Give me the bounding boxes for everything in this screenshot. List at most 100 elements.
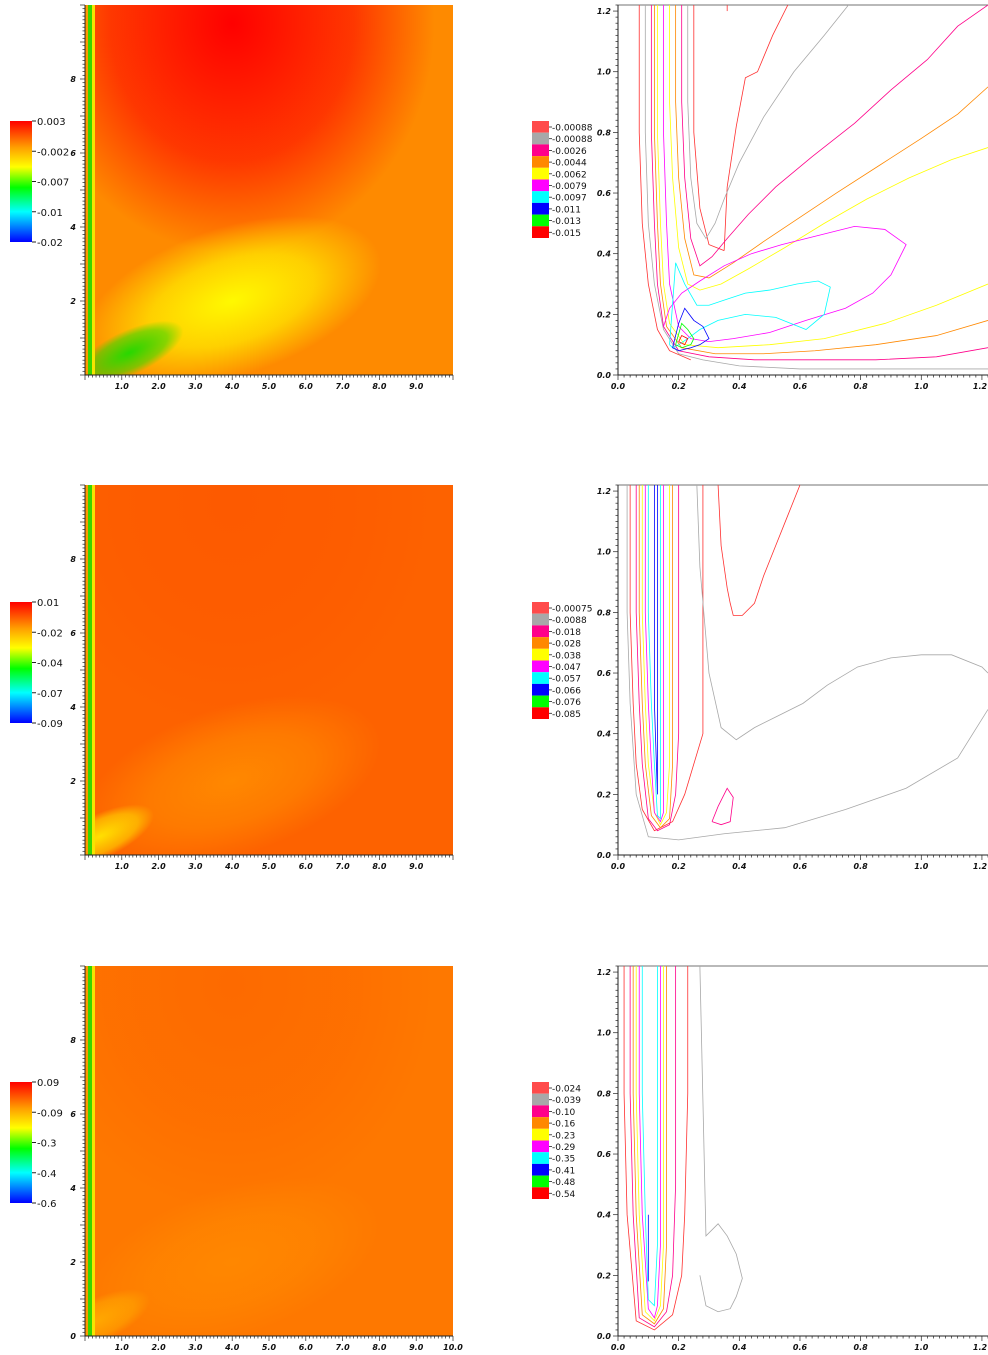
legend-label: -0.35 <box>552 1155 575 1165</box>
y-tick-label: 6 <box>70 629 76 638</box>
y-tick-label: 4 <box>69 223 76 232</box>
y-tick-label: 1.0 <box>597 68 612 77</box>
y-tick-label: 1.0 <box>597 1029 612 1038</box>
legend-swatch <box>532 672 549 684</box>
legend-swatch <box>532 1105 549 1118</box>
contour-line <box>644 5 988 370</box>
legend-label: -0.0079 <box>552 182 587 192</box>
legend-swatch <box>532 144 549 157</box>
legend-label: -0.015 <box>552 229 581 239</box>
x-tick-label: 1.2 <box>973 382 988 391</box>
y-tick-label: 0.0 <box>597 851 612 860</box>
legend-label: -0.018 <box>552 628 581 638</box>
colorbar-3: 0.09 -0.09 -0.3 -0.4 -0.6 <box>10 1078 63 1210</box>
legend-label: -0.0097 <box>552 194 587 204</box>
legend-label: -0.0088 <box>552 616 587 626</box>
legend-swatch <box>532 226 549 238</box>
wall-strip <box>88 5 92 375</box>
contour-line <box>647 485 661 820</box>
x-tick-label: 2.0 <box>152 862 167 871</box>
y-tick-label: 0.4 <box>597 730 612 739</box>
x-tick-label: 5.0 <box>262 382 277 391</box>
heatmap-axes: 1.0 2.0 3.0 4.0 5.0 6.0 7.0 8.0 9.0 2 4 6 8 <box>69 4 454 391</box>
x-tick-label: 7.0 <box>336 862 351 871</box>
x-tick-label: 4.0 <box>224 382 240 391</box>
contour-line <box>675 5 988 279</box>
legend-swatch <box>532 156 549 168</box>
colorbar-label: -0.02 <box>37 238 63 249</box>
x-tick-label: 0.8 <box>854 862 869 871</box>
contour-line <box>669 5 988 291</box>
x-tick-label: 1.2 <box>973 1343 988 1352</box>
legend-swatch <box>532 121 549 133</box>
legend-label: -0.16 <box>552 1120 576 1130</box>
y-tick-label: 8 <box>70 1036 76 1045</box>
legend-swatch <box>532 660 549 673</box>
colorbar-label: -0.09 <box>37 1108 63 1119</box>
contour-line <box>635 966 664 1322</box>
colorbar-gradient <box>10 602 32 723</box>
trough-region <box>85 804 154 855</box>
legend-swatch <box>532 637 549 649</box>
contour-panel-3: 0.0 0.2 0.4 0.6 0.8 1.0 1.2 0.0 0.2 0.4 0.6 0.8 1.0 1… <box>597 965 988 1352</box>
cool-lobe <box>85 695 381 855</box>
contour-legend-3: -0.024-0.039-0.10-0.16-0.23-0.29-0.35-0.… <box>532 1082 581 1200</box>
x-tick-label: 2.0 <box>152 1343 167 1352</box>
colorbar-label: -0.4 <box>37 1169 57 1180</box>
contour-line <box>638 485 673 829</box>
hot-region <box>85 485 435 733</box>
contour-line <box>672 307 710 352</box>
contour-line <box>663 5 907 343</box>
legend-swatch <box>532 1117 549 1129</box>
colorbar-2: 0.01 -0.02 -0.04 -0.07 -0.09 <box>10 598 63 730</box>
x-tick-label: 1.0 <box>914 382 929 391</box>
x-tick-label: 3.0 <box>188 862 203 871</box>
legend-swatch <box>532 191 549 203</box>
colorbar-label: 0.09 <box>37 1078 59 1089</box>
contour-line <box>650 5 988 361</box>
contour-line <box>699 966 743 1313</box>
legend-swatch <box>532 695 549 708</box>
contour-line <box>675 322 695 349</box>
y-tick-label: 0.2 <box>597 1271 612 1280</box>
legend-swatch <box>532 625 549 638</box>
y-tick-label: 1.0 <box>597 548 612 557</box>
y-tick-label: 0.2 <box>597 790 612 799</box>
y-tick-label: 0.6 <box>597 669 612 678</box>
legend-label: -0.013 <box>552 217 581 227</box>
cool-lobe <box>85 1176 381 1336</box>
x-tick-label: 6.0 <box>299 862 314 871</box>
contour-line <box>696 485 988 741</box>
colorbar-label: -0.07 <box>37 689 63 700</box>
colorbar-label: -0.002 <box>37 147 69 158</box>
y-tick-label: 1.2 <box>597 7 612 16</box>
y-tick-label: 0.8 <box>597 128 612 137</box>
x-tick-label: 0.8 <box>854 1343 869 1352</box>
x-tick-label: 1.0 <box>115 862 130 871</box>
x-tick-label: 9.0 <box>409 382 424 391</box>
x-tick-label: 0.2 <box>672 1343 687 1352</box>
y-tick-label: 1.2 <box>597 487 612 496</box>
contour-axes: 0.0 0.2 0.4 0.6 0.8 1.0 1.2 0.0 0.2 0.4 0.6 0.8 1.0 1… <box>597 484 988 871</box>
x-tick-label: 8.0 <box>372 1343 387 1352</box>
y-tick-label: 0 <box>70 1332 76 1341</box>
x-tick-label: 8.0 <box>372 862 387 871</box>
trough-region <box>85 320 184 375</box>
legend-label: -0.54 <box>552 1190 576 1200</box>
legend-label: -0.41 <box>552 1166 575 1176</box>
y-tick-label: 0.4 <box>597 1211 612 1220</box>
y-tick-label: 0.8 <box>597 608 612 617</box>
y-tick-label: 0.6 <box>597 1150 612 1159</box>
contour-line <box>623 966 689 1331</box>
wall-strip <box>88 966 92 1336</box>
x-tick-label: 0.4 <box>732 382 747 391</box>
colorbar-label: -0.3 <box>37 1139 57 1150</box>
contour-legend-1: -0.00088-0.00088 -0.0026 -0.0044-0.0062 -0.… <box>532 121 593 239</box>
contour-line <box>711 787 734 826</box>
contour-line <box>629 966 677 1328</box>
x-tick-label: 9.0 <box>409 862 424 871</box>
x-tick-label: 0.6 <box>793 382 808 391</box>
colorbar-label: -0.007 <box>37 178 69 189</box>
legend-swatch <box>532 1082 549 1094</box>
x-tick-label: 4.0 <box>224 862 240 871</box>
